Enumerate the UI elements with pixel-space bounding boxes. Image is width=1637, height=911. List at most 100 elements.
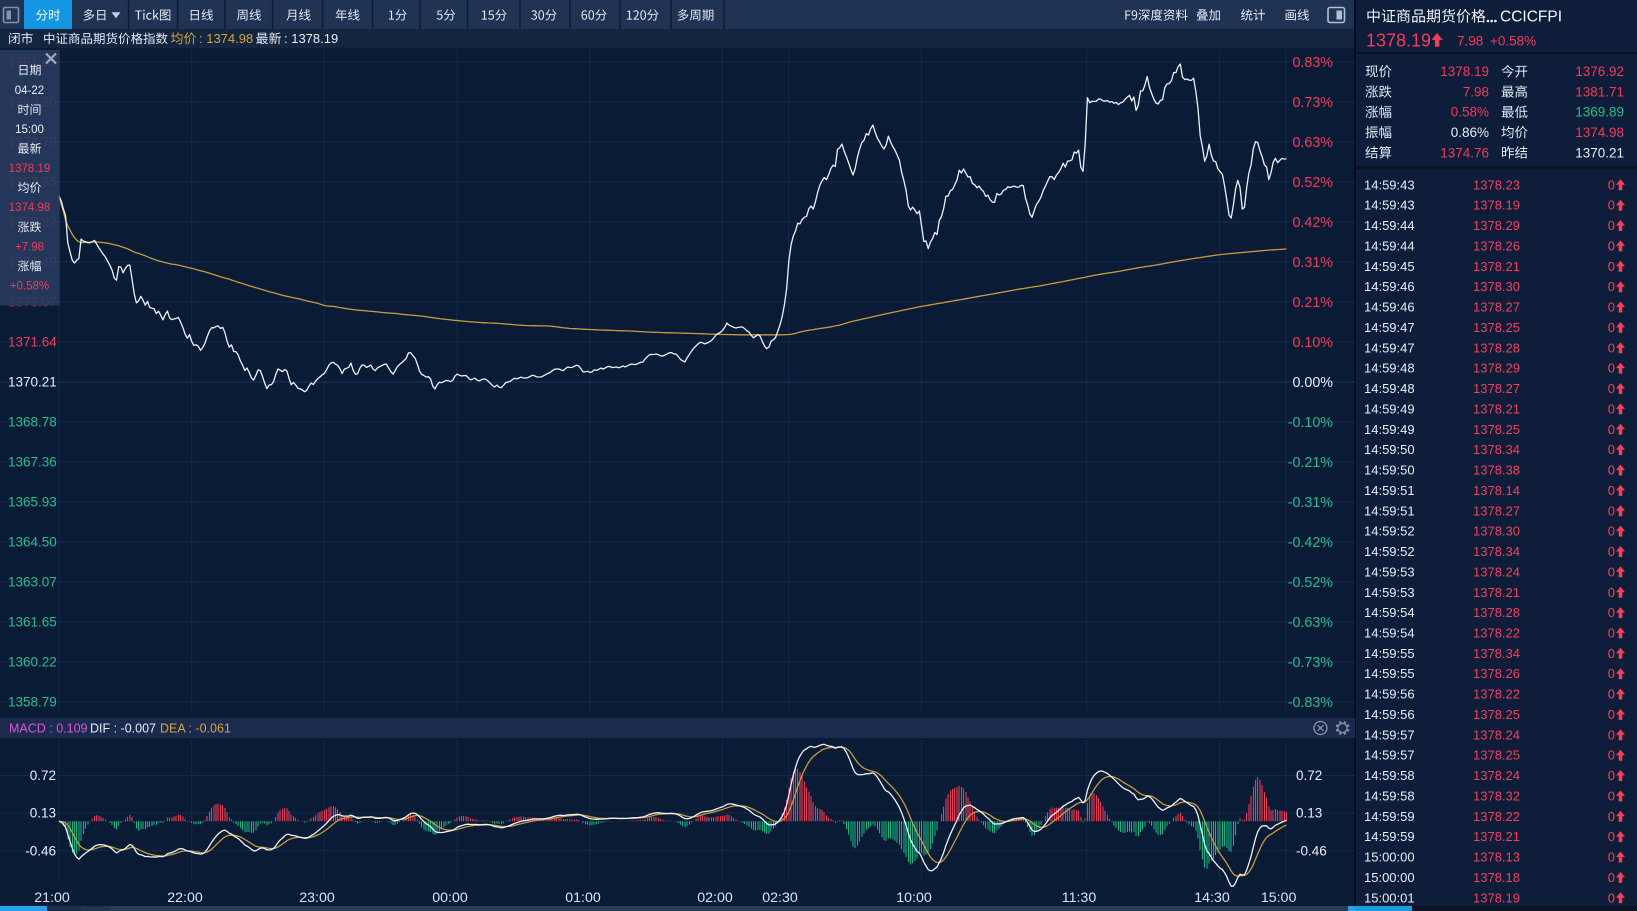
svg-text:0: 0 bbox=[1608, 768, 1615, 783]
svg-text:1378.29: 1378.29 bbox=[1473, 218, 1520, 233]
svg-text:-0.83%: -0.83% bbox=[1288, 695, 1334, 711]
svg-text:+0.58%: +0.58% bbox=[10, 281, 49, 293]
svg-text:14:59:46: 14:59:46 bbox=[1364, 300, 1415, 315]
svg-text:-0.46: -0.46 bbox=[1296, 843, 1327, 858]
svg-text:14:59:50: 14:59:50 bbox=[1364, 463, 1415, 478]
svg-text:0: 0 bbox=[1608, 687, 1615, 702]
svg-text:14:59:58: 14:59:58 bbox=[1364, 768, 1415, 783]
svg-text:1378.34: 1378.34 bbox=[1473, 544, 1520, 559]
svg-text:14:59:52: 14:59:52 bbox=[1364, 544, 1415, 559]
svg-text:0: 0 bbox=[1608, 422, 1615, 437]
svg-text:1368.78: 1368.78 bbox=[8, 415, 57, 430]
svg-text:0.73%: 0.73% bbox=[1292, 95, 1333, 111]
svg-text:0.13: 0.13 bbox=[30, 806, 56, 821]
svg-text:0: 0 bbox=[1608, 829, 1615, 844]
svg-text:01:00: 01:00 bbox=[565, 890, 601, 906]
svg-text:0: 0 bbox=[1608, 483, 1615, 498]
svg-text:1378.27: 1378.27 bbox=[1473, 503, 1520, 518]
svg-text:14:59:49: 14:59:49 bbox=[1364, 401, 1415, 416]
svg-text:1376.92: 1376.92 bbox=[1575, 64, 1624, 79]
svg-text:+7.98: +7.98 bbox=[15, 242, 44, 254]
svg-text:1378.27: 1378.27 bbox=[1473, 300, 1520, 315]
svg-text:0: 0 bbox=[1608, 361, 1615, 376]
svg-text:1370.21: 1370.21 bbox=[8, 375, 57, 390]
svg-text:-0.10%: -0.10% bbox=[1288, 415, 1334, 431]
svg-text:14:59:53: 14:59:53 bbox=[1364, 585, 1415, 600]
svg-text:0.72: 0.72 bbox=[30, 768, 56, 783]
svg-text:0.63%: 0.63% bbox=[1292, 135, 1333, 151]
svg-text:CCICFPI: CCICFPI bbox=[1500, 8, 1562, 25]
svg-text:0.13: 0.13 bbox=[1296, 806, 1322, 821]
svg-text:1369.89: 1369.89 bbox=[1575, 105, 1624, 120]
svg-text:-0.52%: -0.52% bbox=[1288, 575, 1334, 591]
svg-text:0: 0 bbox=[1608, 340, 1615, 355]
svg-text:1361.65: 1361.65 bbox=[8, 615, 57, 630]
svg-text:0.42%: 0.42% bbox=[1292, 215, 1333, 231]
svg-text:14:30: 14:30 bbox=[1194, 890, 1230, 906]
svg-text:0: 0 bbox=[1608, 727, 1615, 742]
svg-text:1378.34: 1378.34 bbox=[1473, 442, 1520, 457]
svg-text:7.98: 7.98 bbox=[1463, 84, 1489, 99]
svg-text:1378.24: 1378.24 bbox=[1473, 564, 1520, 579]
svg-text:0: 0 bbox=[1608, 503, 1615, 518]
svg-text:DEA : -0.061: DEA : -0.061 bbox=[160, 721, 231, 735]
svg-text:1378.18: 1378.18 bbox=[1473, 870, 1520, 885]
svg-text:14:59:47: 14:59:47 bbox=[1364, 320, 1415, 335]
svg-text:0: 0 bbox=[1608, 300, 1615, 315]
svg-text:14:59:44: 14:59:44 bbox=[1364, 218, 1415, 233]
svg-text:14:59:55: 14:59:55 bbox=[1364, 666, 1415, 681]
svg-text:0: 0 bbox=[1608, 789, 1615, 804]
svg-text:10:00: 10:00 bbox=[896, 890, 932, 906]
svg-text:15:00: 15:00 bbox=[1261, 890, 1297, 906]
svg-text:14:59:53: 14:59:53 bbox=[1364, 564, 1415, 579]
svg-text:0: 0 bbox=[1608, 564, 1615, 579]
svg-text:1378.28: 1378.28 bbox=[1473, 340, 1520, 355]
svg-text:14:59:59: 14:59:59 bbox=[1364, 829, 1415, 844]
svg-text:0: 0 bbox=[1608, 646, 1615, 661]
svg-text:14:59:49: 14:59:49 bbox=[1364, 422, 1415, 437]
svg-text:0: 0 bbox=[1608, 401, 1615, 416]
svg-text:02:30: 02:30 bbox=[762, 890, 798, 906]
svg-text:1365.93: 1365.93 bbox=[8, 495, 57, 510]
svg-text:1378.19: 1378.19 bbox=[1473, 198, 1520, 213]
svg-text:0: 0 bbox=[1608, 809, 1615, 824]
svg-text:14:59:47: 14:59:47 bbox=[1364, 340, 1415, 355]
svg-text:0: 0 bbox=[1608, 748, 1615, 763]
svg-text:-0.21%: -0.21% bbox=[1288, 455, 1334, 471]
svg-text:0.00%: 0.00% bbox=[1292, 375, 1333, 391]
svg-text:1360.22: 1360.22 bbox=[8, 655, 57, 670]
svg-text:0: 0 bbox=[1608, 381, 1615, 396]
svg-text:0.58%: 0.58% bbox=[1451, 105, 1489, 120]
svg-text:15:00: 15:00 bbox=[15, 124, 44, 136]
svg-text:1378.24: 1378.24 bbox=[1473, 727, 1520, 742]
svg-text:0.72: 0.72 bbox=[1296, 768, 1322, 783]
svg-text:1378.19: 1378.19 bbox=[1473, 890, 1520, 905]
svg-text:7.98: 7.98 bbox=[1457, 34, 1483, 49]
svg-text:1378.25: 1378.25 bbox=[1473, 707, 1520, 722]
svg-text:1378.28: 1378.28 bbox=[1473, 605, 1520, 620]
svg-text:0: 0 bbox=[1608, 177, 1615, 192]
svg-text:1378.21: 1378.21 bbox=[1473, 401, 1520, 416]
svg-text:1378.19: 1378.19 bbox=[1366, 30, 1431, 50]
svg-text:0.52%: 0.52% bbox=[1292, 175, 1333, 191]
svg-text:1378.38: 1378.38 bbox=[1473, 463, 1520, 478]
svg-text:0: 0 bbox=[1608, 890, 1615, 905]
svg-text:0: 0 bbox=[1608, 666, 1615, 681]
svg-text:14:59:43: 14:59:43 bbox=[1364, 198, 1415, 213]
svg-text:0: 0 bbox=[1608, 239, 1615, 254]
svg-text:0: 0 bbox=[1608, 524, 1615, 539]
svg-text:02:00: 02:00 bbox=[697, 890, 733, 906]
svg-text:1378.26: 1378.26 bbox=[1473, 666, 1520, 681]
svg-text:1378.29: 1378.29 bbox=[1473, 361, 1520, 376]
svg-text:04-22: 04-22 bbox=[15, 85, 44, 97]
svg-text:14:59:54: 14:59:54 bbox=[1364, 626, 1415, 641]
svg-text:0.21%: 0.21% bbox=[1292, 295, 1333, 311]
svg-text:14:59:51: 14:59:51 bbox=[1364, 483, 1415, 498]
svg-text:14:59:45: 14:59:45 bbox=[1364, 259, 1415, 274]
svg-text:1378.22: 1378.22 bbox=[1473, 626, 1520, 641]
svg-text:1378.14: 1378.14 bbox=[1473, 483, 1520, 498]
svg-text:0: 0 bbox=[1608, 198, 1615, 213]
svg-text:1367.36: 1367.36 bbox=[8, 455, 57, 470]
svg-text:0: 0 bbox=[1608, 442, 1615, 457]
svg-text:14:59:54: 14:59:54 bbox=[1364, 605, 1415, 620]
